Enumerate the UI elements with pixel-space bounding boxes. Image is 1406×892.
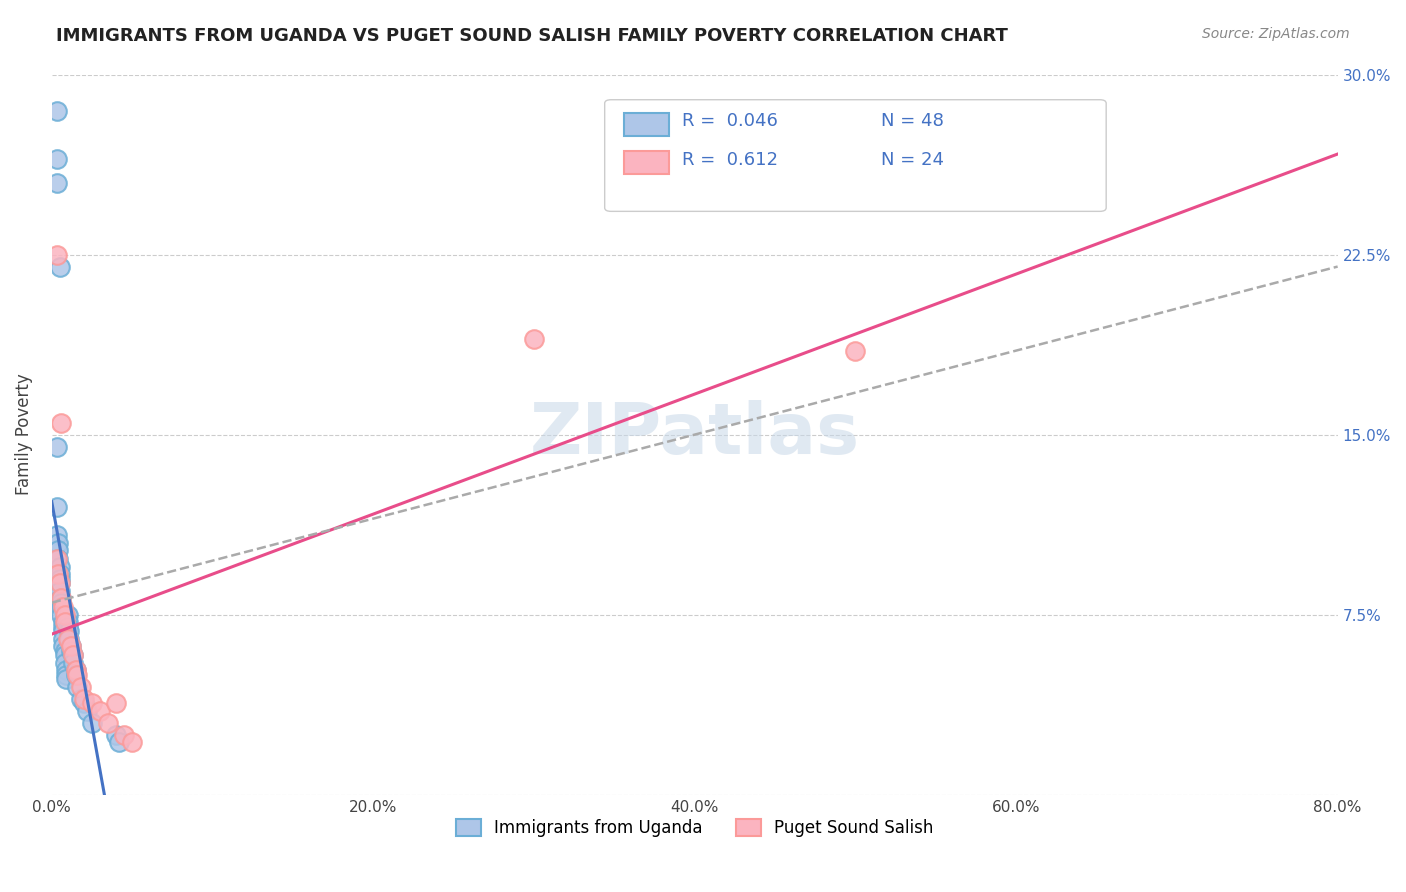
Point: [65, 663, 87, 677]
Point: [105, 697, 128, 711]
Point: [66, 667, 89, 681]
Point: [49, 576, 72, 591]
Point: [46, 542, 69, 557]
Point: [60, 639, 83, 653]
Point: [73, 697, 96, 711]
Point: [56, 620, 79, 634]
Point: [69, 691, 91, 706]
Point: [46, 552, 69, 566]
Point: [108, 735, 131, 749]
Point: [55, 667, 77, 681]
Text: IMMIGRANTS FROM UGANDA VS PUGET SOUND SALISH FAMILY POVERTY CORRELATION CHART: IMMIGRANTS FROM UGANDA VS PUGET SOUND SA…: [56, 27, 1008, 45]
Point: [73, 691, 96, 706]
Point: [62, 648, 84, 663]
Point: [66, 680, 89, 694]
Point: [62, 656, 84, 670]
Point: [45, 440, 67, 454]
Text: N = 24: N = 24: [882, 151, 945, 169]
Point: [49, 576, 72, 591]
Point: [45, 176, 67, 190]
Point: [45, 500, 67, 514]
Point: [51, 591, 73, 605]
Text: Source: ZipAtlas.com: Source: ZipAtlas.com: [1202, 27, 1350, 41]
Point: [105, 728, 128, 742]
Point: [523, 332, 546, 346]
Point: [56, 607, 79, 622]
Point: [52, 600, 75, 615]
Point: [51, 607, 73, 622]
Y-axis label: Family Poverty: Family Poverty: [15, 374, 32, 495]
Point: [53, 607, 76, 622]
Point: [46, 566, 69, 581]
Point: [60, 643, 83, 657]
Point: [58, 632, 80, 646]
Point: [53, 656, 76, 670]
Point: [80, 715, 103, 730]
Point: [56, 615, 79, 629]
Point: [46, 535, 69, 549]
Point: [52, 639, 75, 653]
Point: [49, 260, 72, 274]
Point: [49, 572, 72, 586]
Text: R =  0.046: R = 0.046: [682, 112, 778, 130]
Point: [80, 697, 103, 711]
Point: [52, 632, 75, 646]
Point: [55, 673, 77, 687]
Point: [97, 715, 120, 730]
Point: [62, 648, 84, 663]
Point: [45, 247, 67, 261]
Point: [49, 566, 72, 581]
Point: [65, 667, 87, 681]
Point: [112, 728, 135, 742]
Point: [65, 663, 87, 677]
Point: [53, 648, 76, 663]
Point: [56, 632, 79, 646]
Point: [45, 103, 67, 118]
Point: [844, 343, 866, 358]
Point: [53, 615, 76, 629]
FancyBboxPatch shape: [605, 100, 1107, 211]
Legend: Immigrants from Uganda, Puget Sound Salish: Immigrants from Uganda, Puget Sound Sali…: [449, 813, 941, 844]
Point: [53, 643, 76, 657]
Point: [58, 624, 80, 639]
Point: [121, 735, 143, 749]
Point: [51, 416, 73, 430]
Point: [52, 615, 75, 629]
Point: [76, 704, 98, 718]
FancyBboxPatch shape: [624, 112, 669, 136]
Point: [51, 591, 73, 605]
Point: [45, 552, 67, 566]
Point: [49, 559, 72, 574]
FancyBboxPatch shape: [624, 151, 669, 174]
Point: [51, 596, 73, 610]
Point: [45, 152, 67, 166]
Point: [89, 704, 111, 718]
Point: [60, 639, 83, 653]
Point: [52, 620, 75, 634]
Point: [69, 680, 91, 694]
Point: [49, 583, 72, 598]
Text: ZIPatlas: ZIPatlas: [530, 401, 859, 469]
Point: [52, 624, 75, 639]
Text: R =  0.612: R = 0.612: [682, 151, 778, 169]
Point: [55, 663, 77, 677]
Point: [51, 600, 73, 615]
Point: [45, 528, 67, 542]
Text: N = 48: N = 48: [882, 112, 943, 130]
